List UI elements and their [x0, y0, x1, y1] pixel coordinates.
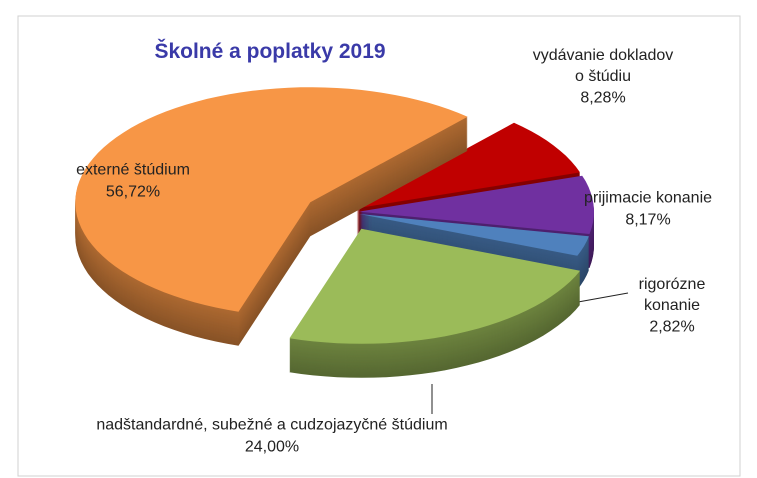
- slice-label: prijimacie konanie: [583, 189, 713, 207]
- slice-label: nadštandardné, subežné a cudzojazyčné št…: [96, 416, 448, 434]
- slice-group: [289, 228, 581, 378]
- leader-line: [577, 292, 629, 303]
- value-label: 2,82%: [649, 318, 695, 336]
- slice: [289, 228, 581, 344]
- slice-label: externé štúdium: [76, 161, 190, 179]
- value-label: 8,17%: [625, 211, 671, 228]
- slice-label: rigorózne konanie: [638, 276, 706, 314]
- slice: [356, 122, 580, 209]
- value-label: 24,00%: [244, 438, 300, 455]
- chart-title: Školné a poplatky 2019: [154, 40, 386, 63]
- value-label: 56,72%: [105, 183, 161, 200]
- slice: [359, 175, 594, 234]
- slice: [75, 87, 468, 312]
- slice-group: [75, 87, 468, 346]
- value-label: 8,28%: [580, 89, 626, 107]
- slice: [358, 213, 589, 256]
- chart-frame: [17, 15, 741, 477]
- slice-label: vydávanie dokladov o štúdiu: [532, 47, 674, 85]
